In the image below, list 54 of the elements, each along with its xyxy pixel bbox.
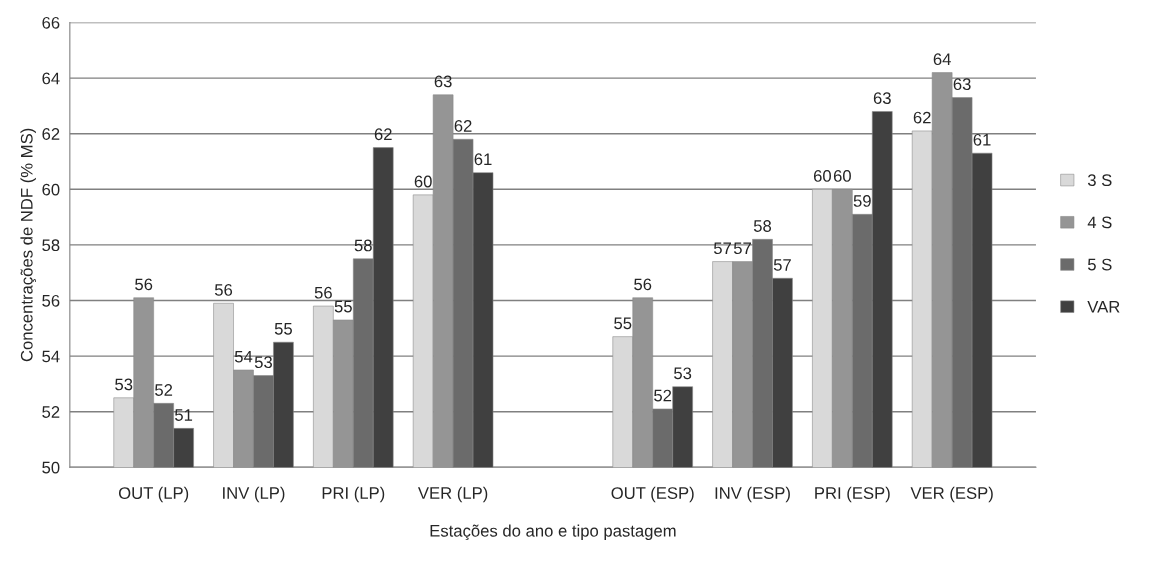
data-label: 56 <box>634 278 652 291</box>
data-label: 62 <box>454 120 472 132</box>
data-label: 58 <box>354 239 372 252</box>
data-label: 57 <box>773 259 791 271</box>
x-tick-label: OUT (LP) <box>118 486 189 503</box>
x-axis-title: Estações do ano e tipo pastagem <box>430 524 676 541</box>
y-tick-label: 54 <box>42 350 60 363</box>
data-label: 56 <box>214 284 233 296</box>
data-label: 59 <box>853 195 871 207</box>
y-tick-label: 52 <box>42 406 60 418</box>
data-label: 54 <box>234 350 253 363</box>
x-tick-label: VER (LP) <box>417 486 488 503</box>
y-tick-label: 50 <box>42 461 60 474</box>
x-tick-label: INV (LP) <box>223 486 285 503</box>
data-label: 63 <box>434 75 452 88</box>
data-label: 57 <box>733 242 751 255</box>
y-tick-label: 60 <box>42 183 60 196</box>
data-label: 56 <box>314 286 332 299</box>
y-axis-title: Concentrações de NDF (% MS) <box>20 128 37 362</box>
legend-label: 4 S <box>1087 216 1112 229</box>
data-label: 60 <box>833 170 851 182</box>
y-tick-label: 66 <box>42 16 60 29</box>
data-label: 63 <box>953 78 971 91</box>
y-tick-label: 56 <box>42 294 60 307</box>
data-label: 57 <box>713 242 731 255</box>
y-tick-label: 62 <box>42 128 60 140</box>
y-tick-label: 58 <box>42 239 60 252</box>
legend-label: 3 S <box>1087 174 1112 187</box>
x-tick-label: PRI (LP) <box>322 486 385 503</box>
data-label: 52 <box>155 384 173 396</box>
legend-label: VAR <box>1087 301 1120 313</box>
data-label: 55 <box>334 300 352 313</box>
data-label: 56 <box>135 278 153 291</box>
data-label: 55 <box>614 317 632 330</box>
data-label: 63 <box>873 92 891 105</box>
data-label: 61 <box>474 153 492 166</box>
data-label: 53 <box>254 356 272 369</box>
data-label: 60 <box>813 170 831 182</box>
x-tick-label: PRI (ESP) <box>815 486 890 503</box>
data-label: 62 <box>913 111 931 124</box>
data-label: 52 <box>654 389 672 402</box>
y-tick-label: 64 <box>42 72 60 85</box>
x-tick-label: VER (ESP) <box>910 486 993 503</box>
data-label: 53 <box>115 378 133 391</box>
x-tick-label: OUT (ESP) <box>611 486 694 503</box>
x-tick-label: INV (ESP) <box>715 486 790 503</box>
data-label: 51 <box>175 409 193 421</box>
data-label: 64 <box>933 53 951 66</box>
legend-label: 5 S <box>1087 258 1112 271</box>
data-label: 60 <box>414 175 432 188</box>
data-label: 55 <box>274 323 292 335</box>
data-label: 58 <box>753 220 772 232</box>
data-label: 53 <box>674 367 692 380</box>
data-label: 61 <box>973 133 991 146</box>
